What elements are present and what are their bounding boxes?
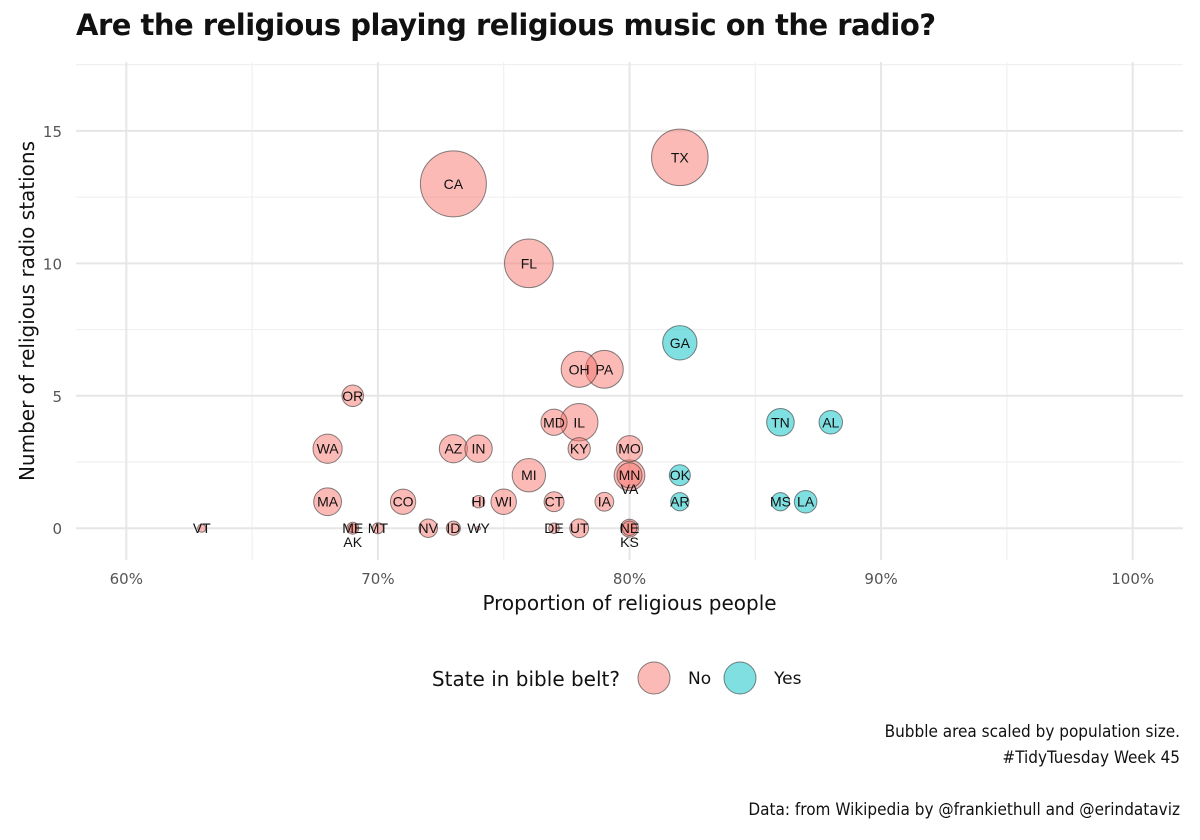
bubbles (197, 128, 844, 539)
bubble-wa (312, 433, 343, 464)
bubble-label: GA (670, 335, 691, 351)
legend-label: No (688, 669, 711, 689)
x-tick-label: 60% (110, 570, 143, 588)
bubble-label: WY (467, 520, 490, 536)
bubble-label: PA (596, 361, 614, 377)
bubble-ma (313, 487, 342, 517)
legend-title: State in bible belt? (432, 667, 620, 691)
bubble-label: NE (620, 520, 639, 536)
bubble-ms (770, 492, 791, 512)
bubble-wy (476, 525, 482, 531)
bubble-label: MD (543, 414, 565, 430)
bubble-label: WA (317, 441, 340, 457)
bubble-label: WI (495, 494, 512, 510)
caption-size-note: Bubble area scaled by population size. (884, 722, 1180, 742)
legend-key-yes (723, 661, 757, 695)
bubble-mn (616, 462, 643, 489)
bubble-ca (419, 150, 487, 218)
bubble-label: CT (545, 494, 564, 510)
axis-ticks: 60% 70% 80% 90% 100% 0 5 10 15 (43, 123, 1154, 588)
bubble-label: VT (193, 520, 211, 536)
y-tick-label: 0 (52, 520, 62, 538)
bubble-label: MI (521, 467, 537, 483)
bubble-label: HI (472, 494, 486, 510)
bubble-mt (371, 522, 384, 535)
bubble-ne (621, 520, 638, 536)
y-axis-title: Number of religious radio stations (15, 141, 39, 481)
legend-key-no (637, 661, 671, 695)
bubble-label: TN (771, 414, 790, 430)
bubble-ct (543, 491, 565, 513)
bubble-de (548, 522, 560, 534)
caption-tidytuesday: #TidyTuesday Week 45 (1002, 748, 1180, 768)
bubble-label: LA (797, 494, 815, 510)
x-tick-label: 80% (613, 570, 646, 588)
bubble-label: IA (598, 494, 612, 510)
bubble-oh (560, 350, 598, 388)
bubble-label: OK (670, 467, 691, 483)
bubble-md (540, 408, 568, 436)
bubble-label: ID (446, 520, 460, 536)
bubble-ak (347, 523, 358, 534)
bubble-label: MT (368, 520, 389, 536)
bubble-label: AR (670, 494, 689, 510)
bubble-label: MN (619, 467, 641, 483)
bubble-ga (662, 325, 698, 361)
bubble-tn (766, 407, 795, 437)
bubble-label: CA (444, 176, 464, 192)
bubble-label: UT (570, 520, 589, 536)
bubble-label: FL (521, 255, 538, 271)
bubble-ok (668, 464, 691, 487)
bubble-label: DE (544, 520, 563, 536)
bubble-label: AK (343, 534, 362, 550)
bubble-label: IN (472, 441, 486, 457)
bubble-wi (490, 488, 517, 515)
bubble-nv (418, 518, 438, 538)
caption-source: Data: from Wikipedia by @frankiethull an… (748, 800, 1180, 820)
bubble-label: OR (342, 388, 363, 404)
bubble-la (793, 489, 818, 514)
bubble-label: MO (618, 441, 641, 457)
bubble-co (389, 488, 417, 515)
bubble-label: TX (671, 149, 690, 165)
bubble-id (445, 520, 461, 536)
bubble-or (341, 384, 365, 408)
bubble-mi (511, 458, 547, 493)
x-axis-title: Proportion of religious people (482, 591, 776, 615)
legend: State in bible belt? No Yes (432, 661, 802, 695)
bubble-hi (471, 495, 486, 509)
bubble-label: NV (419, 520, 439, 536)
bubble-ut (569, 518, 590, 539)
bubble-in (464, 434, 493, 463)
bubble-ar (670, 492, 690, 512)
y-tick-label: 5 (52, 388, 62, 406)
bubble-ky (567, 437, 591, 461)
bubble-al (818, 410, 844, 435)
bubble-label: MA (317, 494, 339, 510)
x-tick-label: 70% (361, 570, 394, 588)
bubble-ia (594, 491, 615, 512)
bubble-label: AL (822, 414, 839, 430)
chart-title: Are the religious playing religious musi… (76, 8, 936, 42)
y-tick-label: 15 (43, 123, 62, 141)
bubble-label: OH (569, 361, 590, 377)
y-tick-label: 10 (43, 255, 62, 273)
bubble-label: KY (570, 441, 589, 457)
bubble-vt (197, 523, 207, 533)
x-tick-label: 90% (864, 570, 897, 588)
bubble-label: VA (621, 481, 639, 497)
bubble-label: CO (393, 494, 414, 510)
bubble-fl (504, 238, 554, 289)
bubble-label: MS (770, 494, 791, 510)
x-tick-label: 100% (1111, 570, 1154, 588)
bubble-label: KS (620, 534, 639, 550)
bubble-tx (651, 128, 709, 187)
bubble-mo (615, 435, 644, 463)
bubble-label: AZ (444, 441, 462, 457)
legend-label: Yes (773, 669, 802, 689)
bubble-label: IL (573, 414, 585, 430)
bubble-label: ME (342, 520, 363, 536)
